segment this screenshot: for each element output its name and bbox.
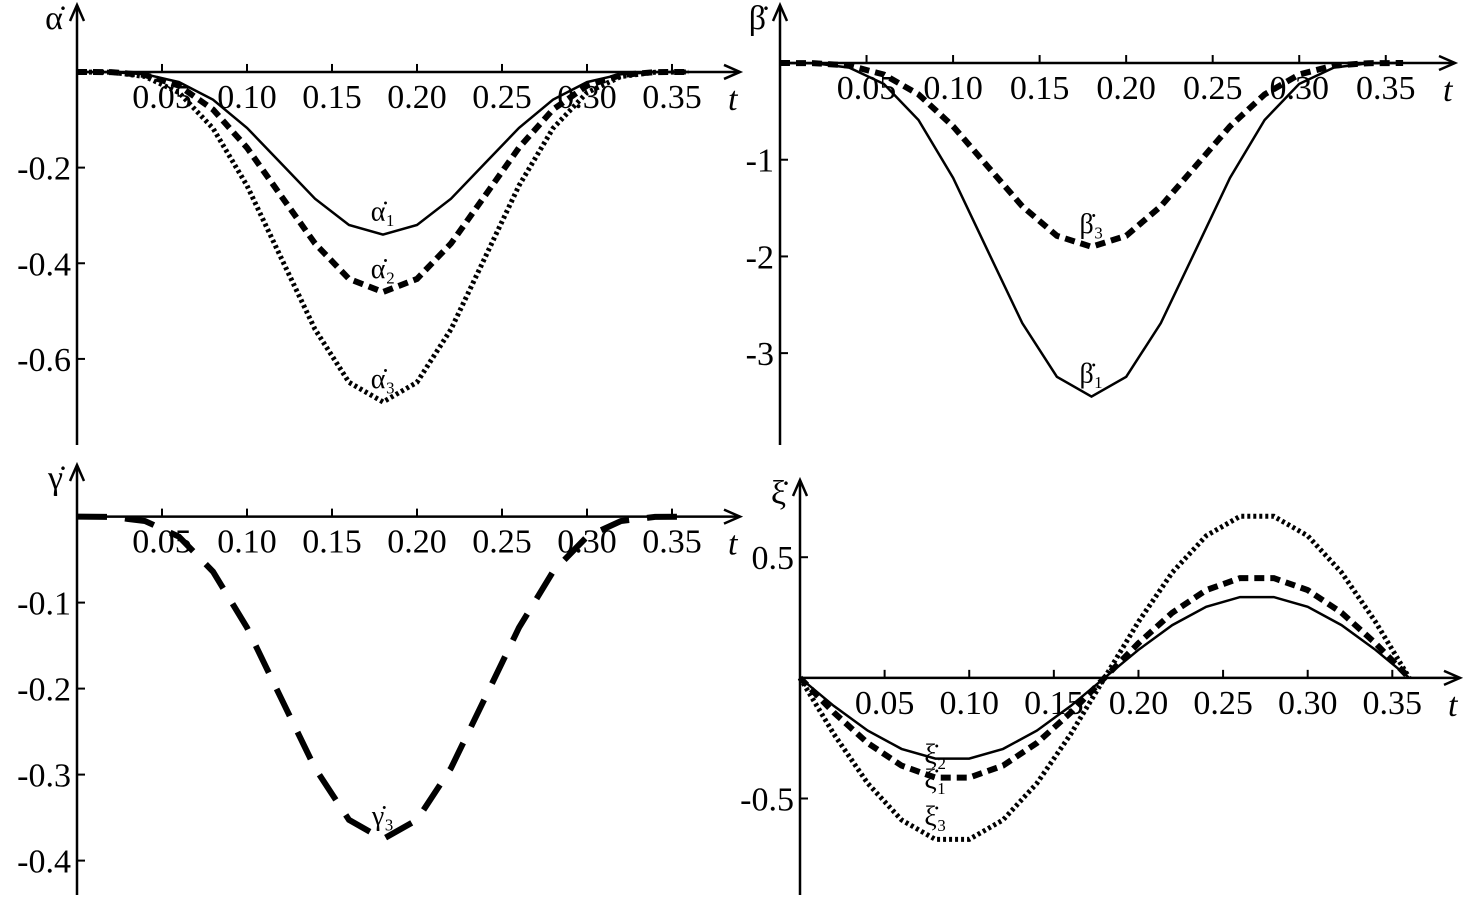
x-tick-label: 0.10 [939, 685, 999, 722]
x-axis-arrow [1443, 669, 1464, 686]
x-tick-label: 0.35 [1356, 70, 1416, 107]
x-tick-label: 0.15 [1010, 70, 1070, 107]
series-label: ξ̇₂ [924, 740, 946, 771]
x-axis-label: t [1448, 687, 1459, 724]
y-tick-label: 0.5 [752, 540, 795, 577]
series-label: γ̇₃ [371, 801, 394, 832]
x-tick-label: 0.10 [217, 524, 277, 561]
series-line [76, 69, 690, 405]
y-tick-label: -0.3 [17, 758, 71, 795]
series-line [779, 61, 1404, 399]
x-tick-label: 0.25 [472, 79, 532, 116]
x-axis-label: t [728, 526, 739, 563]
panel: tβ̇0.05 0.10 0.15 0.20 0.25 0.30 0.35-1-2-3β̇₁… [746, 0, 1459, 445]
y-tick-label: -0.4 [17, 246, 71, 283]
x-tick-label: 0.15 [302, 79, 362, 116]
x-axis-arrow [723, 508, 744, 525]
y-axis-arrow [771, 1, 789, 22]
series-line [779, 60, 1404, 250]
y-axis-label: ξ̇ [771, 475, 788, 512]
x-tick-label: 0.20 [1096, 70, 1156, 107]
y-axis-arrow [791, 476, 809, 497]
y-tick-label: -1 [746, 143, 774, 180]
series-label: α̇₁ [371, 197, 395, 228]
x-axis-label: t [1443, 72, 1454, 109]
x-tick-label: 0.30 [1278, 685, 1338, 722]
series-label: ξ̇₃ [924, 801, 946, 832]
series-label: β̇₃ [1080, 209, 1104, 240]
x-tick-label: 0.20 [387, 524, 447, 561]
panel: tγ̇0.05 0.10 0.15 0.20 0.25 0.30 0.35-0.1-0.2-… [17, 460, 744, 895]
series-label: α̇₃ [371, 364, 395, 395]
x-tick-label: 0.20 [1109, 685, 1169, 722]
series-label: ξ̇₁ [924, 765, 946, 796]
panel: tξ̇0.05 0.10 0.15 0.20 0.25 0.30 0.350.5-0.5ξ̇… [740, 475, 1464, 895]
y-axis-label: α̇ [45, 0, 65, 37]
y-tick-label: -3 [746, 336, 774, 373]
panel: tα̇0.05 0.10 0.15 0.20 0.25 0.30 0.35-0.2-0.4-… [17, 0, 744, 445]
x-tick-label: 0.05 [855, 685, 915, 722]
x-tick-label: 0.35 [642, 79, 702, 116]
y-tick-label: -0.1 [17, 586, 71, 623]
x-tick-label: 0.25 [1183, 70, 1243, 107]
x-tick-label: 0.20 [387, 79, 447, 116]
series-line [76, 70, 690, 236]
x-tick-label: 0.35 [1363, 685, 1423, 722]
x-tick-label: 0.15 [302, 524, 362, 561]
y-tick-label: -0.6 [17, 342, 71, 379]
x-axis-arrow [1438, 54, 1459, 72]
y-axis-label: γ̇ [47, 460, 65, 497]
series-line [76, 69, 690, 296]
y-tick-label: -0.4 [17, 844, 71, 881]
y-tick-label: -2 [746, 239, 774, 276]
y-axis-arrow [68, 1, 86, 22]
y-axis-arrow [68, 461, 86, 482]
x-tick-label: 0.25 [472, 524, 532, 561]
series-label: α̇₂ [371, 254, 395, 285]
series-label: β̇₁ [1080, 359, 1104, 390]
x-axis-label: t [728, 81, 739, 118]
y-axis-label: β̇ [749, 0, 768, 37]
x-tick-label: 0.10 [217, 79, 277, 116]
x-axis-arrow [723, 63, 744, 81]
x-tick-label: 0.25 [1193, 685, 1253, 722]
series-line [797, 513, 1412, 842]
x-tick-label: 0.10 [923, 70, 983, 107]
y-tick-label: -0.5 [740, 781, 794, 818]
series-line [76, 513, 690, 843]
y-tick-label: -0.2 [17, 672, 71, 709]
x-tick-label: 0.35 [642, 524, 702, 561]
y-tick-label: -0.2 [17, 151, 71, 188]
